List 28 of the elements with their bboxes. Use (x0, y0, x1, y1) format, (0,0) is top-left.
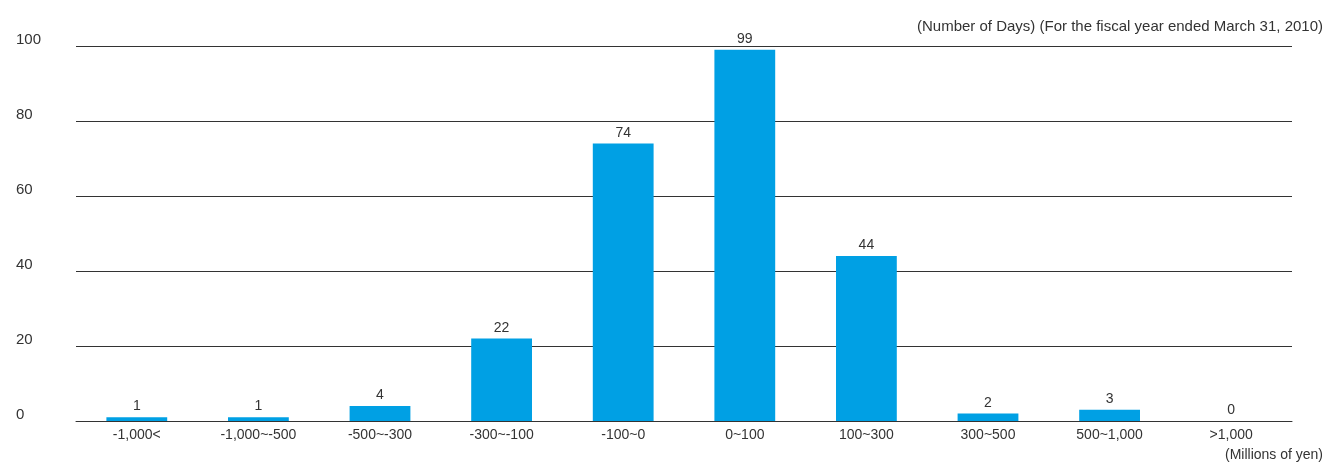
x-tick-label: 0~100 (725, 426, 765, 442)
x-tick-label: -100~0 (601, 426, 646, 442)
data-label: 1 (254, 397, 263, 414)
data-label: 0 (1227, 401, 1236, 417)
x-tick-label: -1,000~-500 (220, 426, 297, 442)
data-label: 2 (984, 393, 993, 410)
x-tick-label: 500~1,000 (1076, 426, 1144, 442)
data-label: 1 (132, 397, 141, 414)
x-axis-title: (Millions of yen) (1224, 446, 1323, 462)
y-tick-label: 0 (16, 405, 25, 422)
data-label: 22 (493, 318, 510, 335)
data-label: 74 (615, 123, 632, 140)
data-label: 4 (376, 386, 385, 402)
y-tick-label: 20 (16, 330, 33, 347)
x-tick-label: >1,000 (1209, 426, 1254, 442)
data-label: 99 (737, 29, 753, 46)
x-tick-label: -1,000< (112, 426, 161, 442)
x-tick-label: -300~-100 (469, 426, 534, 442)
y-tick-label: 60 (16, 180, 33, 197)
data-label: 3 (1105, 389, 1114, 406)
x-tick-label: 100~300 (838, 426, 895, 442)
y-tick-label: 40 (16, 255, 33, 272)
x-tick-label: 300~500 (960, 426, 1016, 442)
data-label: 44 (858, 236, 875, 252)
x-tick-label: -500~-300 (347, 426, 413, 442)
y-tick-label: 80 (16, 105, 33, 122)
y-tick-label: 100 (16, 30, 42, 47)
text: (Number of Days) (For the fiscal year ended March 31, 2010) (917, 17, 1324, 34)
